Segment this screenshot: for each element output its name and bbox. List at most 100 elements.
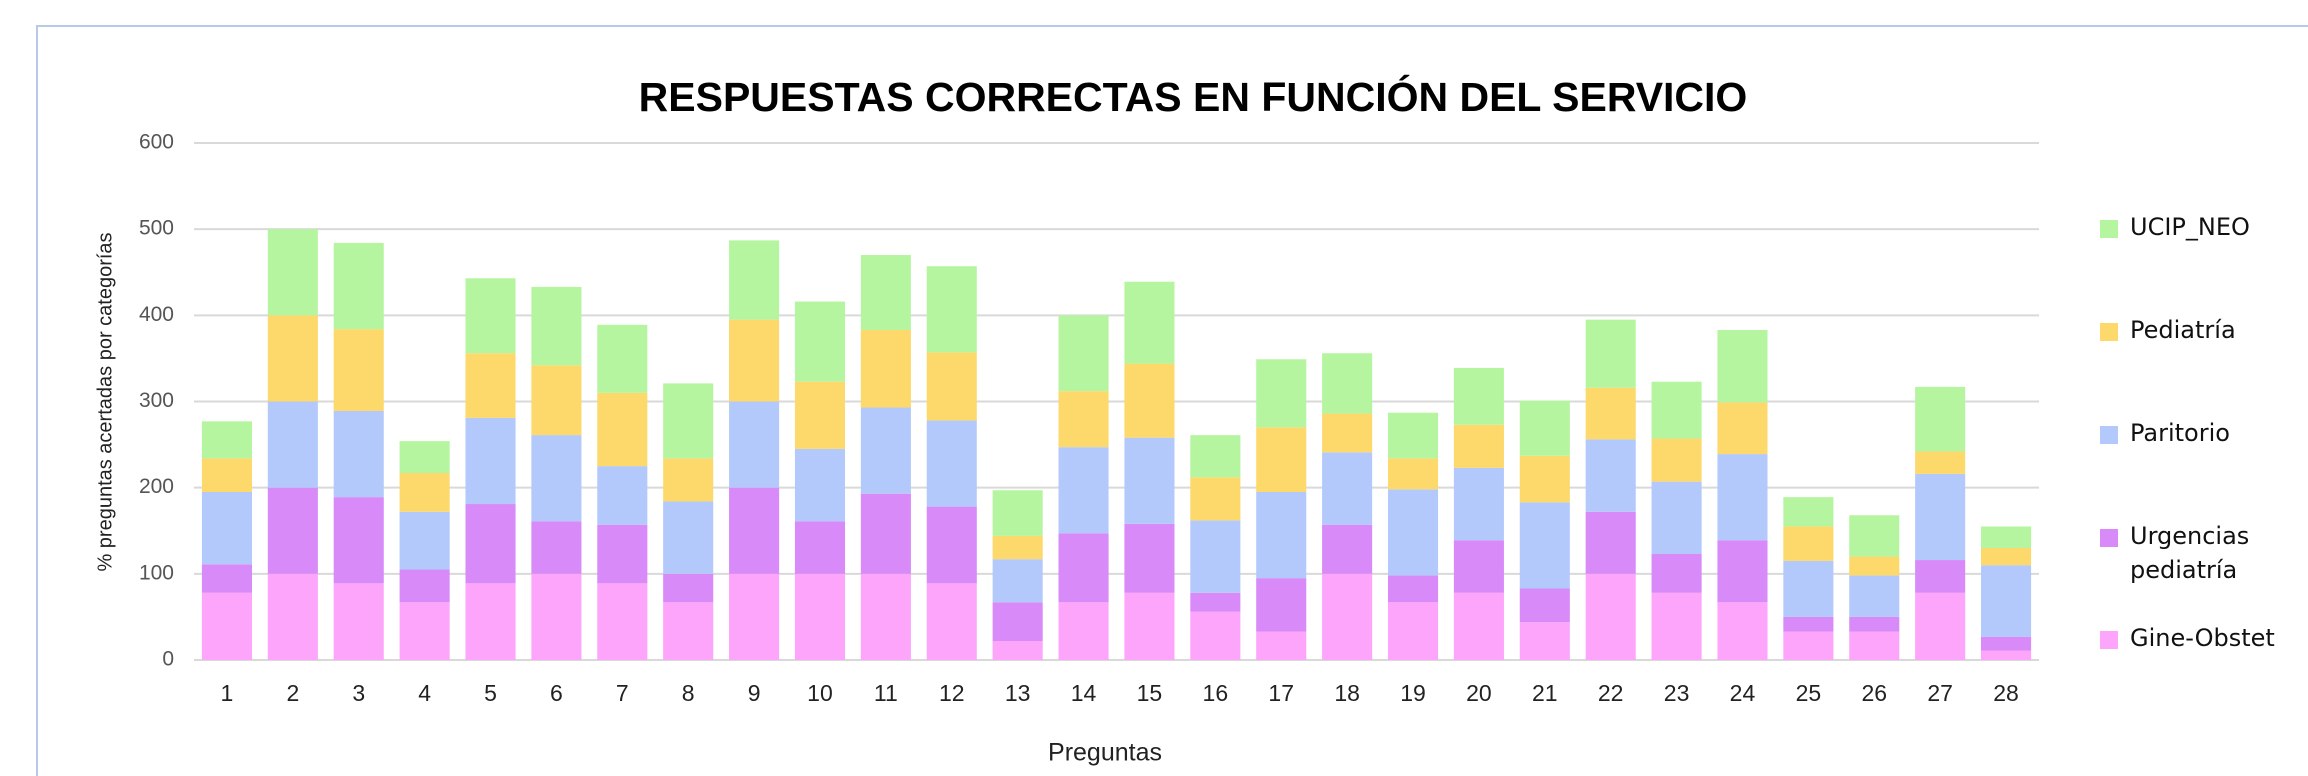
bar-segment xyxy=(1190,592,1241,612)
bar-segment xyxy=(1190,477,1241,521)
x-tick-label: 11 xyxy=(874,680,898,706)
bar-segment xyxy=(465,417,516,505)
bar-segment xyxy=(531,286,582,366)
bar-segment xyxy=(1585,387,1636,440)
bar-segment xyxy=(860,255,911,330)
bar-segment xyxy=(729,240,780,320)
bar-segment xyxy=(1058,391,1109,448)
bar-segment xyxy=(794,381,846,449)
bar-segment xyxy=(1849,616,1900,632)
x-axis-title: Preguntas xyxy=(1048,739,1162,767)
x-tick-label: 6 xyxy=(550,680,563,706)
bar-segment xyxy=(1058,447,1109,534)
bar-segment xyxy=(1519,588,1570,623)
bar-segment xyxy=(1651,592,1702,660)
x-tick-label: 10 xyxy=(807,680,833,706)
x-tick-label: 17 xyxy=(1268,680,1294,706)
bar-segment xyxy=(1915,560,1966,593)
y-tick-label: 0 xyxy=(162,648,174,671)
bar-segment xyxy=(465,583,516,660)
bar-segment xyxy=(1322,353,1373,414)
bar-segment xyxy=(1783,560,1834,617)
chart-border xyxy=(36,25,2308,776)
bar-segment xyxy=(992,535,1043,560)
bar-segment xyxy=(1849,575,1900,617)
x-tick-label: 28 xyxy=(1993,680,2019,706)
legend-item: UCIP_NEO xyxy=(2100,213,2280,244)
bar-segment xyxy=(1519,502,1570,589)
x-tick-label: 27 xyxy=(1927,680,1953,706)
bar-segment xyxy=(1915,592,1966,660)
bar-segment xyxy=(1256,578,1307,632)
x-tick-label: 20 xyxy=(1466,680,1492,706)
bar-segment xyxy=(1717,402,1768,455)
bar-segment xyxy=(926,583,977,660)
bar-segment xyxy=(597,392,648,467)
bar-segment xyxy=(531,435,582,522)
bar-segment xyxy=(1585,573,1636,660)
bar-segment xyxy=(1981,526,2032,548)
legend-label: Paritorio xyxy=(2130,419,2230,447)
bar-segment xyxy=(663,573,714,603)
bar-segment xyxy=(1387,412,1439,459)
bar-segment xyxy=(1651,481,1702,555)
bar-segment xyxy=(1124,363,1175,438)
bar-segment xyxy=(1387,575,1439,603)
bar-segment xyxy=(860,573,911,660)
bar-segment xyxy=(794,573,846,660)
bar-segment xyxy=(333,583,384,660)
bar-segment xyxy=(1585,319,1636,388)
bar-segment xyxy=(1717,454,1768,541)
bar-segment xyxy=(1651,381,1702,439)
bar-segment xyxy=(1849,515,1900,557)
bar-segment xyxy=(1190,611,1241,660)
x-tick-label: 22 xyxy=(1598,680,1624,706)
y-tick-label: 400 xyxy=(139,303,174,326)
bar-segment xyxy=(860,407,911,494)
bar-segment xyxy=(333,242,384,330)
bar-segment xyxy=(992,602,1043,642)
bar-segment xyxy=(1915,473,1966,561)
bar-segment xyxy=(1981,650,2032,660)
bar-segment xyxy=(1519,400,1570,456)
bar-segment xyxy=(1387,602,1439,660)
bar-segment xyxy=(992,641,1043,660)
bar-segment xyxy=(597,583,648,660)
y-tick-label: 100 xyxy=(139,561,174,584)
bar-segment xyxy=(531,365,582,436)
bar-segment xyxy=(1256,631,1307,660)
legend-swatch xyxy=(2100,323,2118,341)
bar-segment xyxy=(201,421,252,459)
bar-segment xyxy=(926,352,977,421)
x-tick-label: 21 xyxy=(1532,680,1558,706)
bar-segment xyxy=(1256,427,1307,492)
bar-segment xyxy=(201,491,252,565)
chart-title: RESPUESTAS CORRECTAS EN FUNCIÓN DEL SERV… xyxy=(639,74,1748,120)
bar-segment xyxy=(1717,602,1768,660)
bar-segment xyxy=(1453,592,1504,660)
bar-segment xyxy=(1453,424,1504,468)
bar-segment xyxy=(1387,458,1439,490)
x-tick-label: 2 xyxy=(286,680,299,706)
bar-segment xyxy=(794,448,846,522)
bar-segment xyxy=(729,573,780,660)
bar-segment xyxy=(729,401,780,488)
bar-segment xyxy=(267,573,318,660)
bar-segment xyxy=(399,511,450,570)
bar-segment xyxy=(1453,467,1504,541)
bar-segment xyxy=(201,592,252,660)
bar-segment xyxy=(860,329,911,408)
bar-segment xyxy=(1453,367,1504,425)
bar-segment xyxy=(1651,438,1702,482)
legend-label: Gine-Obstet xyxy=(2130,624,2275,652)
x-tick-label: 9 xyxy=(748,680,761,706)
bar-segment xyxy=(465,278,516,354)
y-axis-title: % preguntas acertadas por categorías xyxy=(94,232,116,571)
bar-segment xyxy=(1915,386,1966,452)
y-tick-label: 200 xyxy=(139,475,174,498)
bar-segment xyxy=(201,458,252,492)
x-tick-label: 23 xyxy=(1664,680,1690,706)
x-tick-label: 7 xyxy=(616,680,629,706)
bar-segment xyxy=(597,466,648,525)
